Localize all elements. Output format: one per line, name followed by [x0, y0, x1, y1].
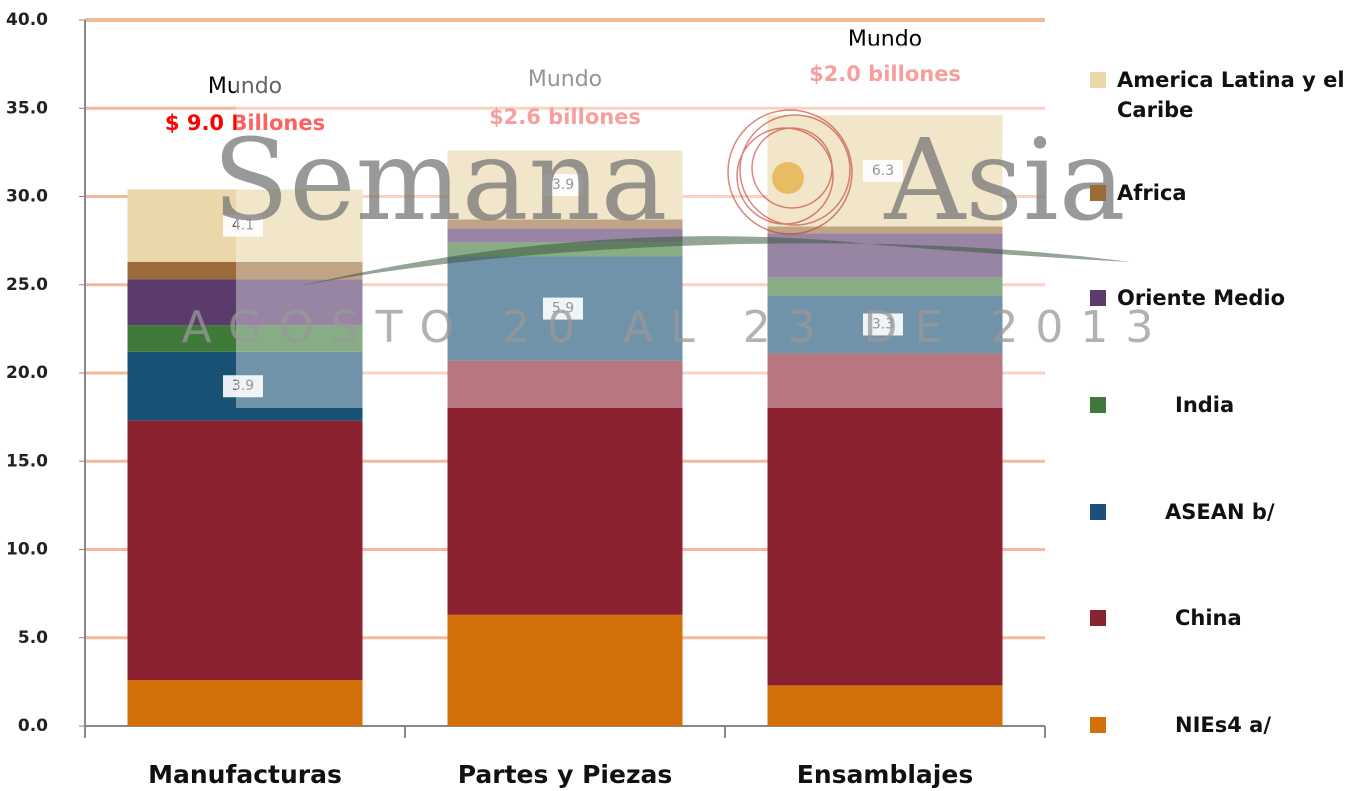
annotation: $ 9.0 Billones	[165, 111, 325, 135]
bar-segment	[768, 354, 1003, 686]
page: 0.0 5.0 10.0 15.0 20.0 25.0 30.0 35.0 40.0 Manufa…	[0, 0, 1369, 791]
y-tick-label: 5.0	[18, 628, 48, 648]
data-label: 4.1	[232, 218, 254, 234]
y-tick-label: 0.0	[18, 716, 48, 736]
bar-segment	[128, 279, 363, 325]
x-tick-label: Ensamblajes	[797, 760, 973, 789]
data-label: 6.3	[872, 163, 894, 179]
annotation: $2.6 billones	[489, 105, 641, 129]
bar-segment	[768, 685, 1003, 726]
bar-segment	[448, 242, 683, 256]
legend-label: America Latina y el Caribe	[1117, 65, 1357, 125]
bar-segment	[448, 615, 683, 726]
legend-swatch	[1090, 290, 1106, 306]
annotation: Mundo	[848, 27, 922, 52]
legend-label: China	[1175, 603, 1369, 633]
x-tick-label: Partes y Piezas	[458, 760, 673, 789]
bar-segment	[128, 680, 363, 726]
data-label: 3.9	[552, 177, 574, 193]
bar-segment	[448, 219, 683, 228]
annotation: Mundo	[208, 74, 282, 99]
legend-label: Oriente Medio	[1117, 283, 1357, 313]
bar-segment	[128, 421, 363, 680]
bar-segment	[448, 361, 683, 615]
bar-segment	[768, 227, 1003, 234]
legend-label: ASEAN b/	[1165, 497, 1369, 527]
legend-swatch	[1090, 72, 1106, 88]
legend-swatch	[1090, 397, 1106, 413]
y-tick-label: 20.0	[6, 363, 48, 383]
data-label: 5.9	[552, 301, 574, 317]
legend-label: India	[1175, 390, 1369, 420]
legend-swatch	[1090, 185, 1106, 201]
y-tick-label: 40.0	[6, 10, 48, 30]
y-tick-label: 10.0	[6, 540, 48, 560]
y-tick-label: 15.0	[6, 451, 48, 471]
bar-segment	[768, 234, 1003, 278]
x-tick-label: Manufacturas	[148, 760, 342, 789]
y-tick-label: 25.0	[6, 275, 48, 295]
legend-swatch	[1090, 610, 1106, 626]
bar-segment	[768, 278, 1003, 296]
bar-segment	[128, 262, 363, 280]
legend-label: NIEs4 a/	[1175, 710, 1369, 740]
y-tick-label: 35.0	[6, 98, 48, 118]
y-tick-label: 30.0	[6, 187, 48, 207]
annotation: $2.0 billones	[809, 62, 961, 86]
data-label: 3.3	[872, 316, 894, 332]
data-label: 3.9	[232, 378, 254, 394]
bar-segment	[128, 325, 363, 351]
annotation: Mundo	[528, 67, 602, 92]
legend-swatch	[1090, 717, 1106, 733]
bar-segment	[448, 228, 683, 242]
legend-label: Africa	[1117, 178, 1357, 208]
legend-swatch	[1090, 504, 1106, 520]
